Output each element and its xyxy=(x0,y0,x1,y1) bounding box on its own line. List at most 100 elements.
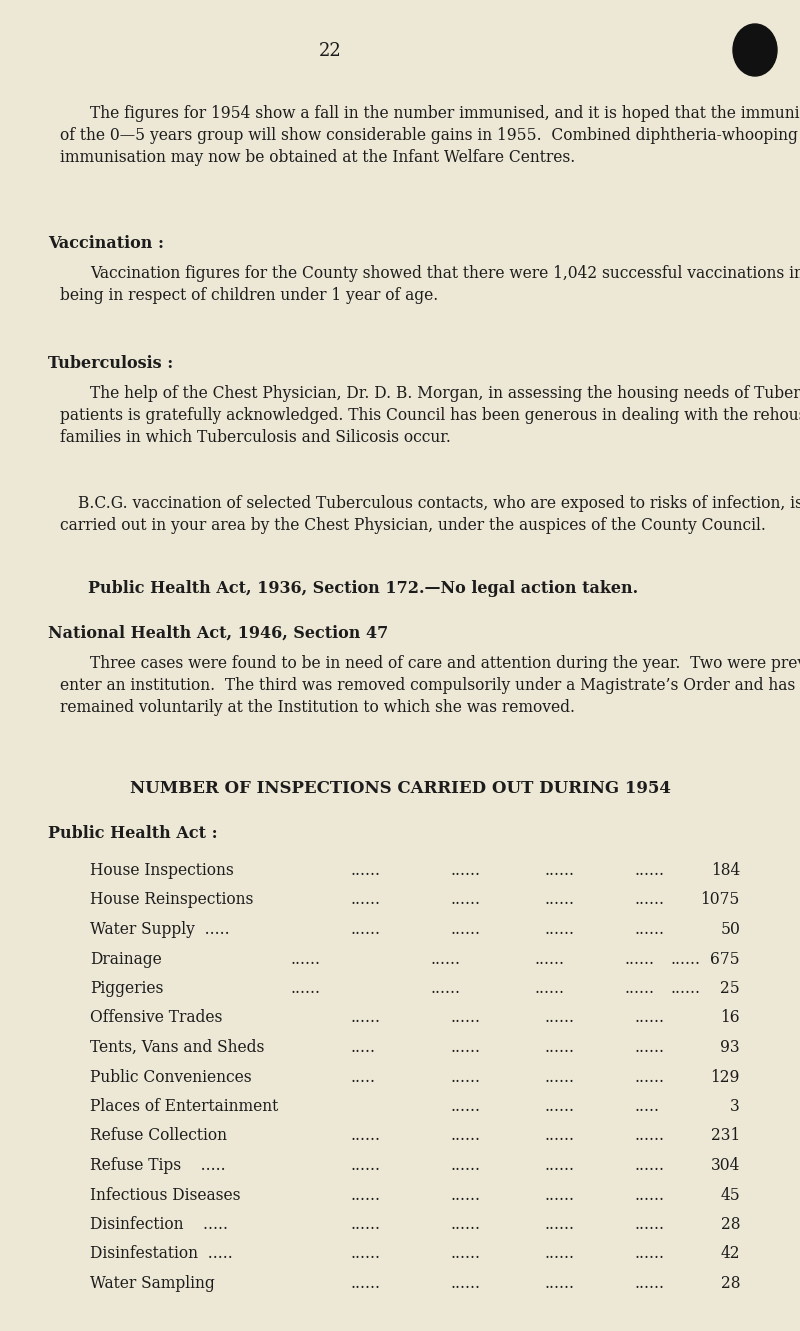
Text: 50: 50 xyxy=(720,921,740,938)
Text: Drainage: Drainage xyxy=(90,950,162,968)
Text: ......: ...... xyxy=(350,1127,380,1145)
Text: ......: ...... xyxy=(670,980,700,997)
Text: ......: ...... xyxy=(635,1040,665,1055)
Text: 93: 93 xyxy=(720,1040,740,1055)
Text: ......: ...... xyxy=(450,1040,480,1055)
Text: 231: 231 xyxy=(710,1127,740,1145)
Text: ......: ...... xyxy=(450,1127,480,1145)
Text: Piggeries: Piggeries xyxy=(90,980,163,997)
Text: ......: ...... xyxy=(535,950,565,968)
Text: Water Sampling: Water Sampling xyxy=(90,1275,214,1292)
Text: ......: ...... xyxy=(545,1246,575,1263)
Text: 22: 22 xyxy=(318,43,342,60)
Text: ......: ...... xyxy=(450,1098,480,1115)
Text: ......: ...... xyxy=(430,980,460,997)
Text: Water Supply  .....: Water Supply ..... xyxy=(90,921,230,938)
Text: Places of Entertainment: Places of Entertainment xyxy=(90,1098,278,1115)
Text: ......: ...... xyxy=(450,1009,480,1026)
Text: 28: 28 xyxy=(721,1275,740,1292)
Text: Public Conveniences: Public Conveniences xyxy=(90,1069,252,1086)
Text: ......: ...... xyxy=(450,1275,480,1292)
Text: Refuse Tips    .....: Refuse Tips ..... xyxy=(90,1157,226,1174)
Text: .....: ..... xyxy=(350,1040,375,1055)
Text: Disinfestation  .....: Disinfestation ..... xyxy=(90,1246,233,1263)
Text: ......: ...... xyxy=(545,862,575,878)
Text: NUMBER OF INSPECTIONS CARRIED OUT DURING 1954: NUMBER OF INSPECTIONS CARRIED OUT DURING… xyxy=(130,780,670,797)
Text: ......: ...... xyxy=(450,1246,480,1263)
Text: ......: ...... xyxy=(625,950,655,968)
Text: ......: ...... xyxy=(625,980,655,997)
Text: ......: ...... xyxy=(635,1217,665,1233)
Text: remained voluntarily at the Institution to which she was removed.: remained voluntarily at the Institution … xyxy=(60,699,575,716)
Text: immunisation may now be obtained at the Infant Welfare Centres.: immunisation may now be obtained at the … xyxy=(60,149,575,166)
Text: ......: ...... xyxy=(635,1009,665,1026)
Text: ......: ...... xyxy=(635,862,665,878)
Text: carried out in your area by the Chest Physician, under the auspices of the Count: carried out in your area by the Chest Ph… xyxy=(60,516,766,534)
Text: ......: ...... xyxy=(545,1098,575,1115)
Text: ......: ...... xyxy=(635,892,665,909)
Text: ......: ...... xyxy=(635,1186,665,1203)
Ellipse shape xyxy=(733,24,777,76)
Text: ......: ...... xyxy=(450,1217,480,1233)
Text: Vaccination figures for the County showed that there were 1,042 successful vacci: Vaccination figures for the County showe… xyxy=(90,265,800,282)
Text: Refuse Collection: Refuse Collection xyxy=(90,1127,227,1145)
Text: 184: 184 xyxy=(710,862,740,878)
Text: ......: ...... xyxy=(670,950,700,968)
Text: 42: 42 xyxy=(721,1246,740,1263)
Text: National Health Act, 1946, Section 47: National Health Act, 1946, Section 47 xyxy=(48,626,388,642)
Text: 45: 45 xyxy=(720,1186,740,1203)
Text: ......: ...... xyxy=(450,1186,480,1203)
Text: .....: ..... xyxy=(635,1098,660,1115)
Text: ......: ...... xyxy=(635,1069,665,1086)
Text: Vaccination :: Vaccination : xyxy=(48,236,164,252)
Text: ......: ...... xyxy=(450,862,480,878)
Text: .....: ..... xyxy=(350,1069,375,1086)
Text: ......: ...... xyxy=(545,1127,575,1145)
Text: Infectious Diseases: Infectious Diseases xyxy=(90,1186,241,1203)
Text: ......: ...... xyxy=(350,1246,380,1263)
Text: ......: ...... xyxy=(545,1069,575,1086)
Text: ......: ...... xyxy=(430,950,460,968)
Text: B.C.G. vaccination of selected Tuberculous contacts, who are exposed to risks of: B.C.G. vaccination of selected Tuberculo… xyxy=(78,495,800,512)
Text: 1075: 1075 xyxy=(701,892,740,909)
Text: House Reinspections: House Reinspections xyxy=(90,892,254,909)
Text: ......: ...... xyxy=(635,1275,665,1292)
Text: Offensive Trades: Offensive Trades xyxy=(90,1009,222,1026)
Text: ......: ...... xyxy=(545,1217,575,1233)
Text: ......: ...... xyxy=(535,980,565,997)
Text: ......: ...... xyxy=(290,980,320,997)
Text: 28: 28 xyxy=(721,1217,740,1233)
Text: patients is gratefully acknowledged. This Council has been generous in dealing w: patients is gratefully acknowledged. Thi… xyxy=(60,407,800,425)
Text: ......: ...... xyxy=(350,1275,380,1292)
Text: ......: ...... xyxy=(545,1009,575,1026)
Text: Three cases were found to be in need of care and attention during the year.  Two: Three cases were found to be in need of … xyxy=(90,655,800,672)
Text: ......: ...... xyxy=(350,1157,380,1174)
Text: ......: ...... xyxy=(450,892,480,909)
Text: ......: ...... xyxy=(635,1246,665,1263)
Text: ......: ...... xyxy=(350,1217,380,1233)
Text: being in respect of children under 1 year of age.: being in respect of children under 1 yea… xyxy=(60,287,438,303)
Text: The figures for 1954 show a fall in the number immunised, and it is hoped that t: The figures for 1954 show a fall in the … xyxy=(90,105,800,122)
Text: House Inspections: House Inspections xyxy=(90,862,234,878)
Text: ......: ...... xyxy=(545,1275,575,1292)
Text: ......: ...... xyxy=(545,1157,575,1174)
Text: of the 0—5 years group will show considerable gains in 1955.  Combined diphtheri: of the 0—5 years group will show conside… xyxy=(60,126,800,144)
Text: ......: ...... xyxy=(350,1009,380,1026)
Text: ......: ...... xyxy=(450,921,480,938)
Text: ......: ...... xyxy=(350,892,380,909)
Text: The help of the Chest Physician, Dr. D. B. Morgan, in assessing the housing need: The help of the Chest Physician, Dr. D. … xyxy=(90,385,800,402)
Text: families in which Tuberculosis and Silicosis occur.: families in which Tuberculosis and Silic… xyxy=(60,429,451,446)
Text: 675: 675 xyxy=(710,950,740,968)
Text: 3: 3 xyxy=(730,1098,740,1115)
Text: Disinfection    .....: Disinfection ..... xyxy=(90,1217,228,1233)
Text: ......: ...... xyxy=(635,921,665,938)
Text: ......: ...... xyxy=(450,1157,480,1174)
Text: ......: ...... xyxy=(350,1186,380,1203)
Text: 16: 16 xyxy=(720,1009,740,1026)
Text: ......: ...... xyxy=(545,1040,575,1055)
Text: Tuberculosis :: Tuberculosis : xyxy=(48,355,174,371)
Text: ......: ...... xyxy=(350,921,380,938)
Text: 129: 129 xyxy=(710,1069,740,1086)
Text: Tents, Vans and Sheds: Tents, Vans and Sheds xyxy=(90,1040,264,1055)
Text: 25: 25 xyxy=(720,980,740,997)
